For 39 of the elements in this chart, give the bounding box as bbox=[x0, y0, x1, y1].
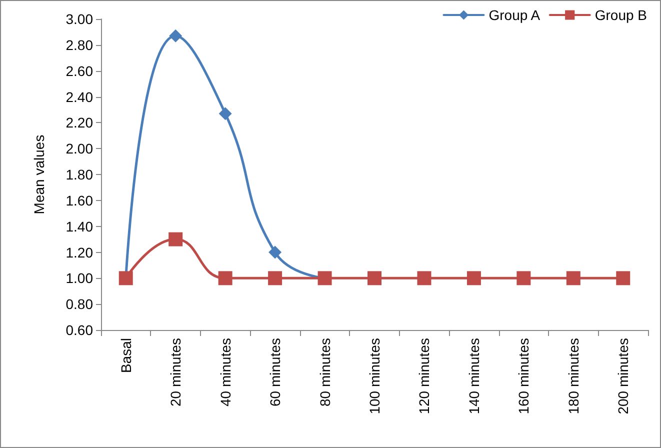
x-tick-label: 180 minutes bbox=[565, 338, 582, 414]
x-tick-label: 120 minutes bbox=[416, 338, 432, 414]
x-tick-label: 80 minutes bbox=[316, 338, 333, 406]
y-tick-label: 0.80 bbox=[66, 296, 94, 312]
y-tick-label: 1.20 bbox=[66, 244, 94, 260]
y-tick-label: 2.00 bbox=[66, 140, 94, 157]
legend-label: Group B bbox=[594, 7, 648, 23]
y-tick-label: 2.20 bbox=[66, 114, 94, 131]
point bbox=[516, 271, 531, 286]
y-tick-label: 1.80 bbox=[66, 166, 94, 182]
x-tick-label: 140 minutes bbox=[466, 338, 482, 414]
y-tick-label: 1.00 bbox=[66, 270, 94, 286]
point bbox=[616, 271, 630, 286]
x-tick-label: 160 minutes bbox=[516, 338, 532, 414]
y-tick-label: 2.80 bbox=[66, 36, 94, 53]
x-tick-label: 100 minutes bbox=[366, 338, 382, 414]
y-tick-label: 0.60 bbox=[66, 322, 94, 338]
point bbox=[268, 246, 282, 259]
point bbox=[268, 271, 282, 286]
x-tick-label: 200 minutes bbox=[615, 338, 632, 414]
y-tick-label: 1.60 bbox=[66, 192, 94, 208]
point bbox=[368, 271, 382, 286]
x-tick-label: Basal bbox=[118, 338, 134, 374]
x-tick-label: 40 minutes bbox=[217, 338, 234, 406]
y-axis-title: Mean values bbox=[31, 134, 47, 214]
point bbox=[417, 271, 432, 286]
point bbox=[169, 29, 182, 42]
point bbox=[168, 232, 183, 246]
y-tick-label: 3.00 bbox=[66, 11, 94, 27]
y-tick-label: 2.40 bbox=[66, 88, 94, 105]
point bbox=[218, 107, 232, 120]
point bbox=[218, 271, 232, 286]
point bbox=[566, 271, 580, 286]
x-tick-label: 60 minutes bbox=[267, 338, 284, 406]
y-tick-label: 1.40 bbox=[66, 218, 94, 234]
point bbox=[466, 271, 481, 286]
y-tick-label: 2.60 bbox=[66, 62, 94, 79]
x-tick-label: 20 minutes bbox=[168, 338, 184, 406]
legend-label: Group A bbox=[488, 7, 541, 23]
